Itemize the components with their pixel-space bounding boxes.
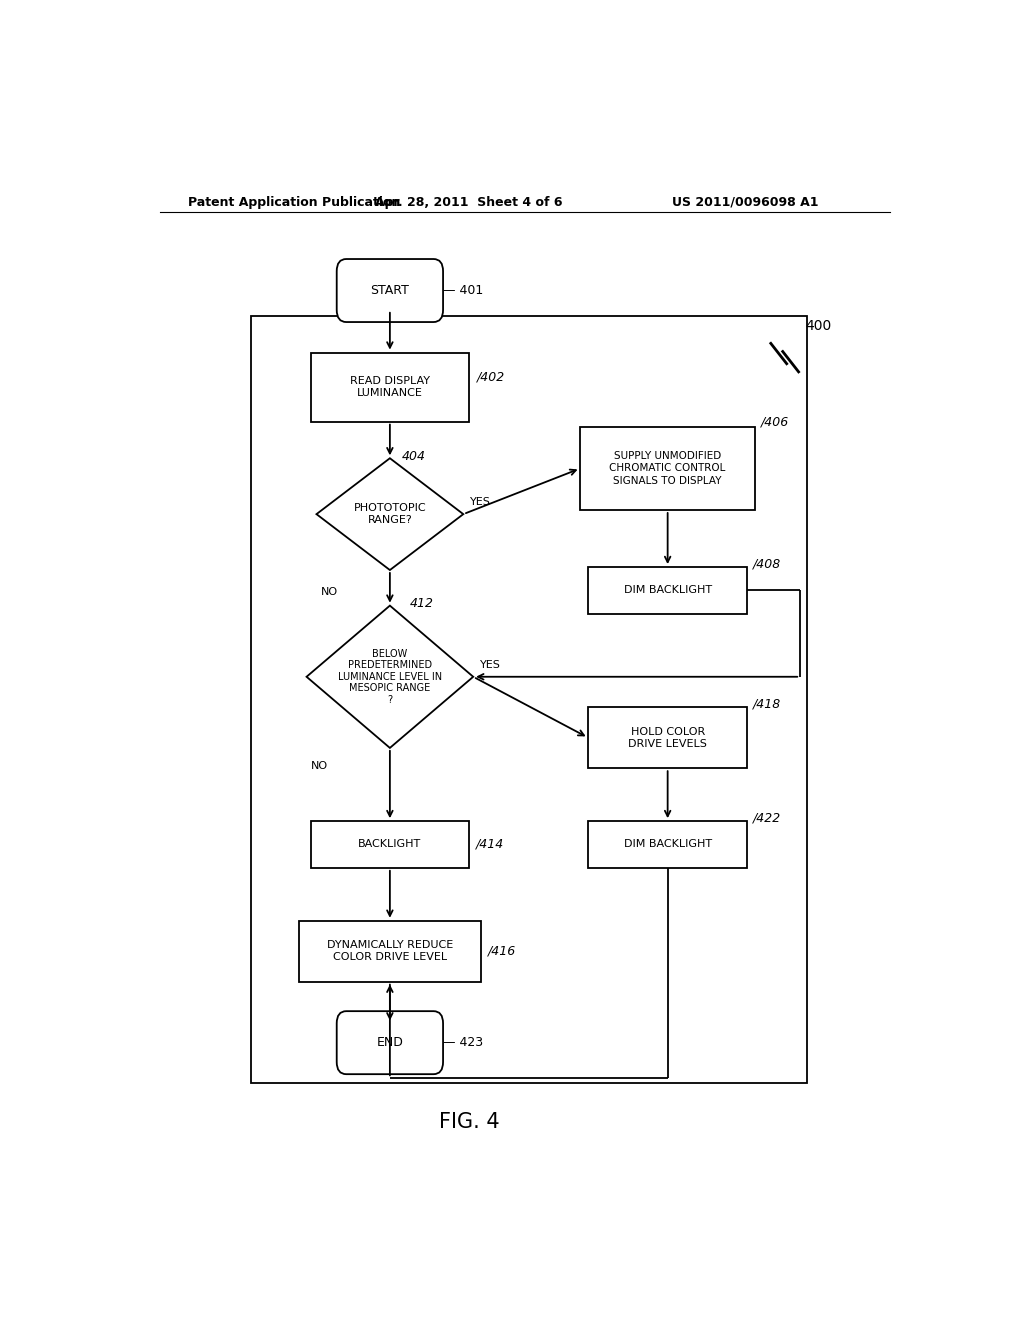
Text: FIG. 4: FIG. 4 [439,1111,500,1133]
Text: PHOTOTOPIC
RANGE?: PHOTOTOPIC RANGE? [353,503,426,525]
Text: — 423: — 423 [443,1036,483,1049]
Text: NO: NO [310,762,328,771]
Bar [588,821,748,867]
Text: YES: YES [479,660,501,669]
Bar [581,426,755,510]
Text: NO: NO [321,587,338,598]
Text: Apr. 28, 2011  Sheet 4 of 6: Apr. 28, 2011 Sheet 4 of 6 [376,195,563,209]
Text: 400: 400 [805,319,831,333]
Bar [310,821,469,867]
Text: END: END [377,1036,403,1049]
Text: DYNAMICALLY REDUCE
COLOR DRIVE LEVEL: DYNAMICALLY REDUCE COLOR DRIVE LEVEL [327,940,453,962]
Text: BACKLIGHT: BACKLIGHT [358,840,422,850]
Text: Patent Application Publication: Patent Application Publication [187,195,400,209]
Text: /416: /416 [487,945,516,958]
Text: /402: /402 [477,371,506,383]
Text: /422: /422 [754,812,781,825]
Bar [251,315,807,1084]
Polygon shape [316,458,463,570]
Polygon shape [306,606,473,748]
Text: /408: /408 [754,557,781,570]
FancyBboxPatch shape [337,1011,443,1074]
Bar [299,921,481,982]
Bar [310,352,469,421]
Text: HOLD COLOR
DRIVE LEVELS: HOLD COLOR DRIVE LEVELS [628,726,708,748]
Text: DIM BACKLIGHT: DIM BACKLIGHT [624,585,712,595]
Text: BELOW
PREDETERMINED
LUMINANCE LEVEL IN
MESOPIC RANGE
?: BELOW PREDETERMINED LUMINANCE LEVEL IN M… [338,648,442,705]
Text: SUPPLY UNMODIFIED
CHROMATIC CONTROL
SIGNALS TO DISPLAY: SUPPLY UNMODIFIED CHROMATIC CONTROL SIGN… [609,451,726,486]
Text: START: START [371,284,410,297]
Text: READ DISPLAY
LUMINANCE: READ DISPLAY LUMINANCE [350,376,430,399]
FancyBboxPatch shape [337,259,443,322]
Text: /414: /414 [475,838,504,851]
Bar [588,568,748,614]
Text: /406: /406 [761,416,790,428]
Text: 404: 404 [401,450,426,463]
Bar [588,708,748,768]
Text: DIM BACKLIGHT: DIM BACKLIGHT [624,840,712,850]
Text: 412: 412 [410,597,434,610]
Text: US 2011/0096098 A1: US 2011/0096098 A1 [672,195,818,209]
Text: /418: /418 [754,698,781,710]
Text: — 401: — 401 [443,284,483,297]
Text: YES: YES [470,496,490,507]
